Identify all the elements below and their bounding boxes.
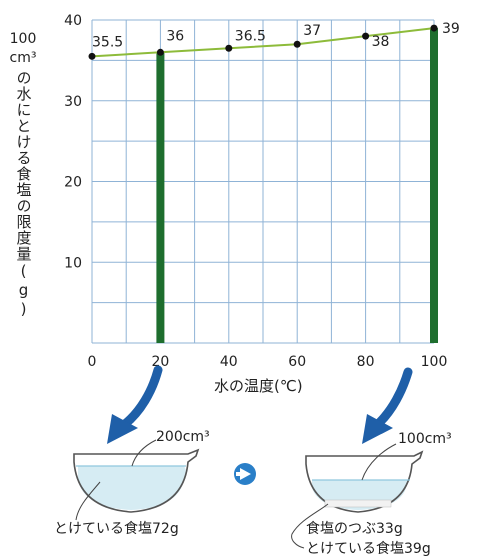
data-point-0 [88,52,96,60]
right-caption-leader [291,503,329,549]
x-tick-label: 60 [288,354,306,370]
data-points [88,24,438,60]
left-bowl-volume: 200cm³ [156,429,210,445]
data-point-40 [225,44,233,52]
data-label-60: 37 [303,23,321,39]
data-label-0: 35.5 [92,34,123,50]
y-tick-label: 30 [64,94,82,110]
left-bowl-caption: とけている食塩72g [54,521,179,537]
right-bowl-volume: 100cm³ [398,431,452,447]
y-axis-unit: 100 cm³ [9,31,37,66]
x-tick-label: 80 [357,354,375,370]
grid [91,19,435,344]
data-label-100: 39 [442,21,460,37]
left-caption-leader [75,481,101,521]
arrow-left [107,365,163,444]
data-labels: 35.5 36 36.5 37 38 39 [92,21,460,50]
right-bowl-dissolved-caption: とけている食塩39g [306,541,431,557]
data-point-80 [362,32,370,40]
y-tick-label: 20 [64,175,82,191]
y-axis-text: の水にとける食塩の限度量(g) [14,70,33,319]
data-label-40: 36.5 [235,28,266,44]
data-point-20 [156,48,164,56]
series-line-path [91,27,435,58]
data-point-100 [430,24,438,32]
data-label-80: 38 [372,34,390,50]
bar-20 [156,52,165,344]
y-tick-label: 10 [64,255,82,271]
x-axis-label: 水の温度(℃) [214,377,303,395]
arrow-right [362,367,413,444]
bar-100 [430,28,438,343]
next-arrow-icon [234,463,256,485]
data-point-60 [293,40,301,48]
x-tick-label: 100 [421,354,448,370]
y-axis-label: 100 cm³ の水にとける食塩の限度量(g) [8,30,38,319]
right-bowl [305,450,424,513]
highlight-bars [156,28,438,344]
y-tick-label: 40 [64,13,82,29]
x-tick-label: 0 [88,354,97,370]
left-volume-leader [131,439,157,467]
series-line [91,27,435,58]
data-label-20: 36 [166,28,184,44]
x-tick-label: 40 [220,354,238,370]
right-bowl-residue-caption: 食塩のつぶ33g [306,521,403,537]
right-volume-leader [361,443,397,481]
left-bowl [73,448,200,513]
